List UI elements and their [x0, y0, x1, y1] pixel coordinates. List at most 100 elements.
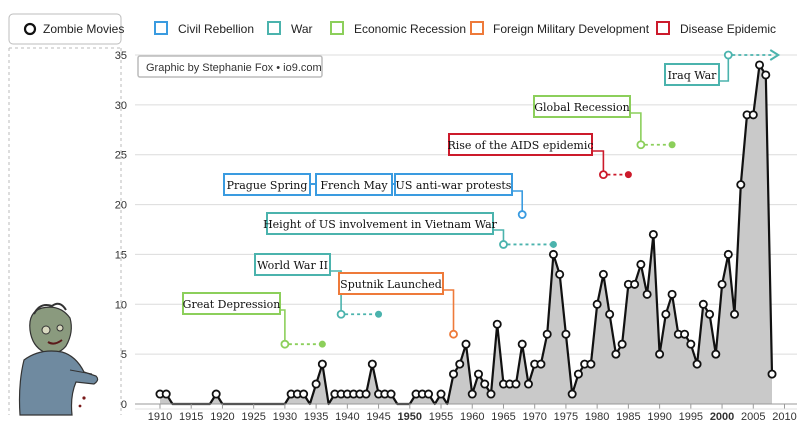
- x-tick-label: 1925: [241, 411, 265, 423]
- civil-rebellion-swatch-icon: [154, 21, 168, 35]
- annotation-war: Iraq War: [664, 49, 781, 86]
- annotation-box: [338, 272, 444, 295]
- data-point: [548, 249, 558, 259]
- data-point: [311, 379, 321, 389]
- annotation-label: World War II: [257, 259, 328, 272]
- data-point: [686, 339, 696, 349]
- data-point: [455, 359, 465, 369]
- annotation-box: [254, 253, 331, 276]
- data-point: [449, 369, 459, 379]
- annotation-label: Iraq War: [668, 69, 718, 82]
- annotation-econ: Great Depression: [182, 292, 326, 349]
- legend-disease-label: Disease Epidemic: [680, 22, 776, 36]
- annotation-label: US anti-war protests: [396, 179, 512, 192]
- data-point: [692, 359, 702, 369]
- annotation-civil: French May: [315, 173, 393, 196]
- x-tick-label: 1970: [522, 411, 546, 423]
- data-point: [667, 289, 677, 299]
- legend: Zombie Movies Civil Rebellion War Econom…: [8, 13, 776, 45]
- disease-epidemic-swatch-icon: [656, 21, 670, 35]
- legend-military-label: Foreign Military Development: [493, 22, 650, 36]
- war-swatch-icon: [267, 21, 281, 35]
- data-point: [711, 349, 721, 359]
- annotation-start-marker: [336, 309, 346, 319]
- annotation-start-marker: [280, 339, 290, 349]
- credit: Graphic by Stephanie Fox • io9.com: [137, 55, 323, 78]
- y-tick-label: 5: [121, 349, 127, 361]
- zombie-marker-icon: [23, 22, 37, 36]
- annotation-start-marker: [449, 329, 458, 339]
- data-point: [717, 279, 727, 289]
- data-point: [161, 389, 171, 399]
- data-point: [630, 279, 640, 289]
- annotation-end-marker: [668, 141, 676, 149]
- zombie-movies-markers: [155, 60, 777, 399]
- data-point: [680, 329, 690, 339]
- data-point: [661, 309, 671, 319]
- y-tick-label: 15: [115, 249, 127, 261]
- x-tick-label: 1915: [179, 411, 203, 423]
- annotation-label: Height of US involvement in Vietnam War: [263, 218, 498, 231]
- data-point: [605, 309, 615, 319]
- annotation-civil: US anti-war protests: [394, 173, 527, 219]
- data-point: [536, 359, 546, 369]
- annotation-connector: [718, 55, 730, 82]
- credit-text: Graphic by Stephanie Fox • io9.com: [146, 62, 322, 74]
- data-point: [461, 339, 471, 349]
- data-point: [367, 359, 377, 369]
- annotation-label: Global Recession: [534, 101, 630, 114]
- x-tick-label: 1990: [647, 411, 671, 423]
- annotation-connector: [630, 112, 642, 145]
- x-axis-ticks: 1910 1915 1920 1925 1930 1935 1940 1945 1950 1955…: [135, 404, 797, 423]
- data-point: [705, 309, 715, 319]
- annotation-box: [448, 133, 593, 156]
- data-point: [748, 110, 758, 120]
- x-tick-label: 1995: [679, 411, 703, 423]
- legend-zombie-box: [8, 13, 122, 45]
- annotation-box: [266, 212, 494, 235]
- data-point: [492, 319, 502, 329]
- annotation-connector: [330, 270, 342, 315]
- x-tick-label: 1920: [210, 411, 234, 423]
- data-point: [598, 269, 608, 279]
- data-point: [636, 259, 646, 269]
- annotation-connector: [443, 289, 455, 335]
- data-point: [611, 349, 621, 359]
- legend-econ-label: Economic Recession: [354, 22, 466, 36]
- economic-recession-swatch-icon: [330, 21, 344, 35]
- data-point: [523, 379, 533, 389]
- data-point: [592, 299, 602, 309]
- data-point: [617, 339, 627, 349]
- annotation-label: French May: [320, 179, 388, 192]
- y-tick-label: 25: [115, 150, 127, 162]
- data-point: [517, 339, 527, 349]
- data-point: [730, 309, 740, 319]
- arrow-right-icon: [769, 49, 781, 61]
- data-point: [736, 180, 746, 190]
- x-tick-label: 1955: [429, 411, 453, 423]
- y-tick-label: 30: [115, 100, 127, 112]
- data-point: [361, 389, 371, 399]
- data-point: [511, 379, 521, 389]
- left-frame: [8, 47, 122, 415]
- data-point: [723, 249, 733, 259]
- zombie-movies-area: [160, 65, 772, 404]
- annotation-connector: [593, 150, 605, 175]
- annotation-civil: Prague Spring: [223, 173, 311, 196]
- data-point: [542, 329, 552, 339]
- x-tick-label: 2010: [772, 411, 796, 423]
- annotation-end-marker: [318, 340, 326, 348]
- annotation-connector: [280, 309, 286, 345]
- annotation-start-marker: [499, 240, 508, 249]
- data-point: [586, 359, 596, 369]
- data-point: [436, 389, 446, 399]
- x-tick-label: 1935: [304, 411, 328, 423]
- data-point: [642, 289, 652, 299]
- data-point: [573, 369, 583, 379]
- data-point: [761, 70, 771, 80]
- x-tick-label: 1965: [491, 411, 515, 423]
- legend-war-label: War: [291, 22, 313, 36]
- data-point: [211, 389, 221, 399]
- x-tick-label: 1945: [366, 411, 390, 423]
- x-tick-label: 1985: [616, 411, 640, 423]
